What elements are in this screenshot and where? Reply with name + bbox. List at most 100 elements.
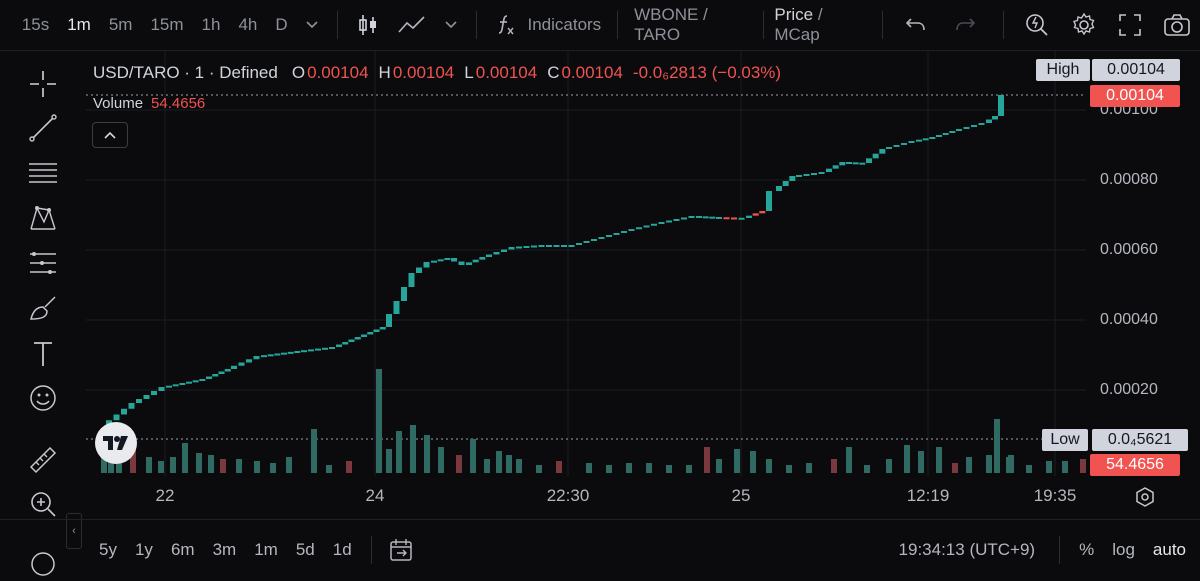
screenshot-camera-icon[interactable] [1163,13,1191,37]
brush-icon[interactable] [26,291,60,325]
high-value-tag: 0.00104 [1092,59,1180,81]
toolbar-divider [617,11,619,39]
candle [231,365,237,369]
price-chart[interactable] [86,51,1200,481]
candle [971,125,977,127]
line-chart-icon[interactable] [397,15,427,35]
timeframe-chevron-down-icon[interactable] [306,21,318,29]
candle [166,385,172,388]
candle [393,301,400,314]
chevron-up-icon [104,131,116,139]
timeframe-1m[interactable]: 1m [67,15,91,34]
candle [859,162,866,165]
candle [796,175,802,177]
range-3m[interactable]: 3m [212,540,237,559]
emoji-icon[interactable] [26,381,60,415]
candle [651,223,657,226]
tradingview-logo[interactable] [95,422,137,464]
quick-search-icon[interactable] [1024,12,1050,38]
volume-bar [904,445,910,473]
redo-icon[interactable] [954,17,976,33]
candles-icon[interactable] [357,13,379,37]
candle [261,355,267,358]
fullscreen-icon[interactable] [1118,13,1142,37]
candle [681,217,687,220]
volume-bar [586,463,592,473]
mcap-option[interactable]: MCap [774,25,820,44]
candle [929,137,936,139]
range-1d[interactable]: 1d [332,540,352,559]
candle [224,369,231,372]
price-mcap-toggle[interactable]: Price / MCap [774,5,864,45]
auto-scale-toggle[interactable]: auto [1152,540,1186,559]
chart-type-chevron-down-icon[interactable] [445,21,457,29]
indicators-fx-icon[interactable] [495,14,517,36]
prediction-icon[interactable] [26,246,60,280]
candle [301,350,307,353]
candle [274,353,281,356]
indicators-button[interactable]: Indicators [527,15,602,34]
magnet-icon[interactable] [26,547,60,581]
settings-gear-icon[interactable] [1071,12,1097,38]
clock-timezone[interactable]: 19:34:13 (UTC+9) [898,540,1036,559]
volume-bar [326,465,332,473]
candle [621,231,627,233]
candle [628,229,635,231]
trend-line-icon[interactable] [26,111,60,145]
range-1m[interactable]: 1m [254,540,278,559]
pattern-icon[interactable] [26,201,60,235]
candle [238,362,245,366]
timeframe-4h[interactable]: 4h [238,15,258,34]
candle [738,217,745,220]
candle [879,149,886,154]
volume-bar [606,465,612,473]
candle [253,356,260,360]
timeframe-5m[interactable]: 5m [108,15,133,34]
ohlc-legend: USD/TARO · 1 · Defined O 0.00104 H 0.00104… [93,63,791,83]
range-5d[interactable]: 5d [295,540,315,559]
zoom-in-icon[interactable] [26,487,60,521]
log-scale-toggle[interactable]: log [1112,540,1135,559]
timeframe-15s[interactable]: 15s [21,15,50,34]
toolbar-divider [1059,536,1061,564]
candle [294,351,301,353]
candle [846,162,852,164]
timeframe-15m[interactable]: 15m [150,15,184,34]
candle [613,233,620,235]
candle [839,162,846,166]
toolbar-divider [475,11,477,39]
ruler-icon[interactable] [26,443,60,477]
candle [576,243,582,245]
timeframe-1h[interactable]: 1h [201,15,221,34]
timeframe-d[interactable]: D [275,15,288,34]
close-value: 0.00104 [561,63,623,82]
price-option[interactable]: Price [774,5,814,24]
candle [636,227,642,230]
open-key: O [291,63,306,82]
collapse-toolbar-button[interactable]: ‹ [66,513,82,549]
date-range-calendar-icon[interactable] [388,538,414,562]
collapse-legend-button[interactable] [92,122,128,148]
crosshair-icon[interactable] [26,67,60,101]
candle [431,260,437,263]
candle [186,381,192,384]
volume-bar [438,447,444,473]
candle [192,380,199,383]
axis-settings-icon[interactable] [1134,486,1156,513]
candle [437,259,444,262]
volume-value: 54.4656 [151,95,206,112]
text-tool-icon[interactable] [26,337,60,371]
undo-icon[interactable] [905,17,927,33]
toolbar-divider [882,11,884,39]
range-5y[interactable]: 5y [99,540,117,559]
volume-bar [750,451,756,473]
fib-lines-icon[interactable] [26,156,60,190]
percent-scale-toggle[interactable]: % [1079,540,1095,559]
volume-bar [196,453,202,473]
candle [963,127,970,129]
range-6m[interactable]: 6m [170,540,195,559]
range-1y[interactable]: 1y [134,540,153,559]
volume-bar [158,461,164,473]
candle [444,258,451,260]
pair-button[interactable]: WBONE / TARO [634,5,708,44]
